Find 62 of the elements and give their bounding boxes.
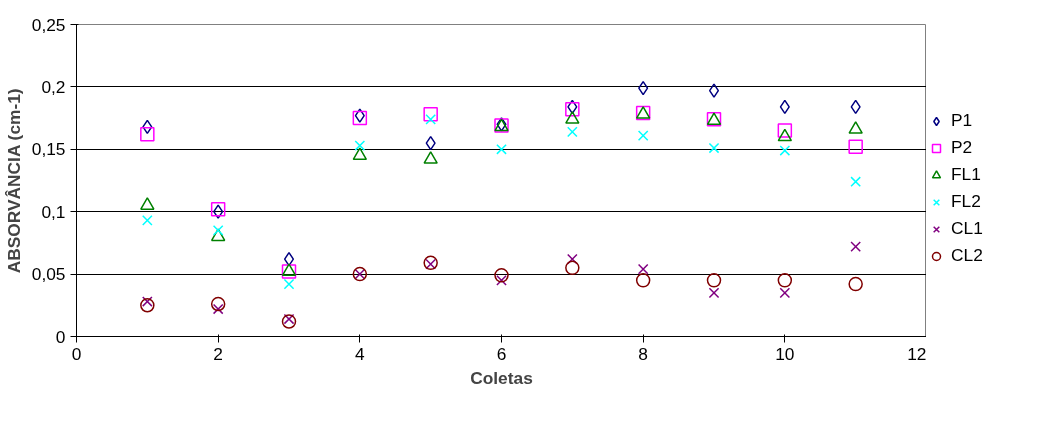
point [212, 303, 224, 315]
point [779, 287, 791, 299]
point [850, 241, 862, 252]
point [140, 298, 155, 313]
point [283, 251, 295, 267]
y-axis-title: ABSORVÂNCIA (cm-1) [3, 88, 24, 274]
point [423, 107, 438, 122]
point [708, 142, 720, 154]
point [848, 276, 863, 292]
x-tick-label: 2 [213, 343, 223, 364]
y-tick-label: 0,05 [31, 264, 66, 285]
legend-label: CL2 [951, 245, 983, 266]
y-tick-label: 0 [55, 326, 66, 347]
point [141, 296, 153, 307]
legend-label: P1 [951, 110, 973, 131]
point [637, 263, 649, 275]
legend-label: FL1 [951, 164, 981, 185]
point [210, 296, 226, 312]
x-tick-label: 8 [638, 343, 648, 364]
point [494, 268, 509, 283]
point [212, 225, 224, 236]
point [496, 274, 507, 286]
point [708, 83, 720, 98]
legend-label: FL2 [951, 191, 981, 212]
point [210, 228, 226, 242]
point [637, 130, 649, 141]
point [352, 147, 368, 161]
point [496, 143, 507, 155]
x-tick-label: 10 [775, 343, 795, 364]
point [281, 314, 297, 329]
point [425, 114, 437, 125]
point [850, 176, 862, 188]
point [423, 151, 438, 164]
point [566, 126, 578, 138]
x-axis-title: Coletas [470, 367, 533, 388]
point [777, 273, 793, 288]
point [779, 145, 791, 156]
point [708, 287, 720, 299]
point [283, 278, 295, 290]
point [140, 127, 155, 142]
point [777, 128, 793, 142]
x-tick-label: 4 [355, 343, 366, 364]
y-tick-label: 0,25 [31, 14, 66, 35]
point [354, 140, 366, 151]
point [565, 260, 580, 276]
point [635, 273, 651, 288]
x-tick-label: 6 [496, 343, 507, 364]
point [848, 139, 863, 155]
y-tick-label: 0,1 [41, 201, 66, 222]
legend-label: CL1 [951, 218, 983, 239]
legend-label: P2 [951, 137, 973, 158]
y-tick-label: 0,2 [41, 76, 66, 97]
x-tick-label: 0 [71, 343, 82, 364]
point [777, 123, 793, 138]
point [565, 111, 580, 124]
x-tick-label: 12 [907, 343, 927, 364]
point [283, 313, 295, 325]
point [141, 215, 153, 226]
y-tick-label: 0,15 [31, 139, 66, 160]
point [848, 121, 863, 134]
point [706, 273, 722, 288]
point [140, 197, 155, 210]
